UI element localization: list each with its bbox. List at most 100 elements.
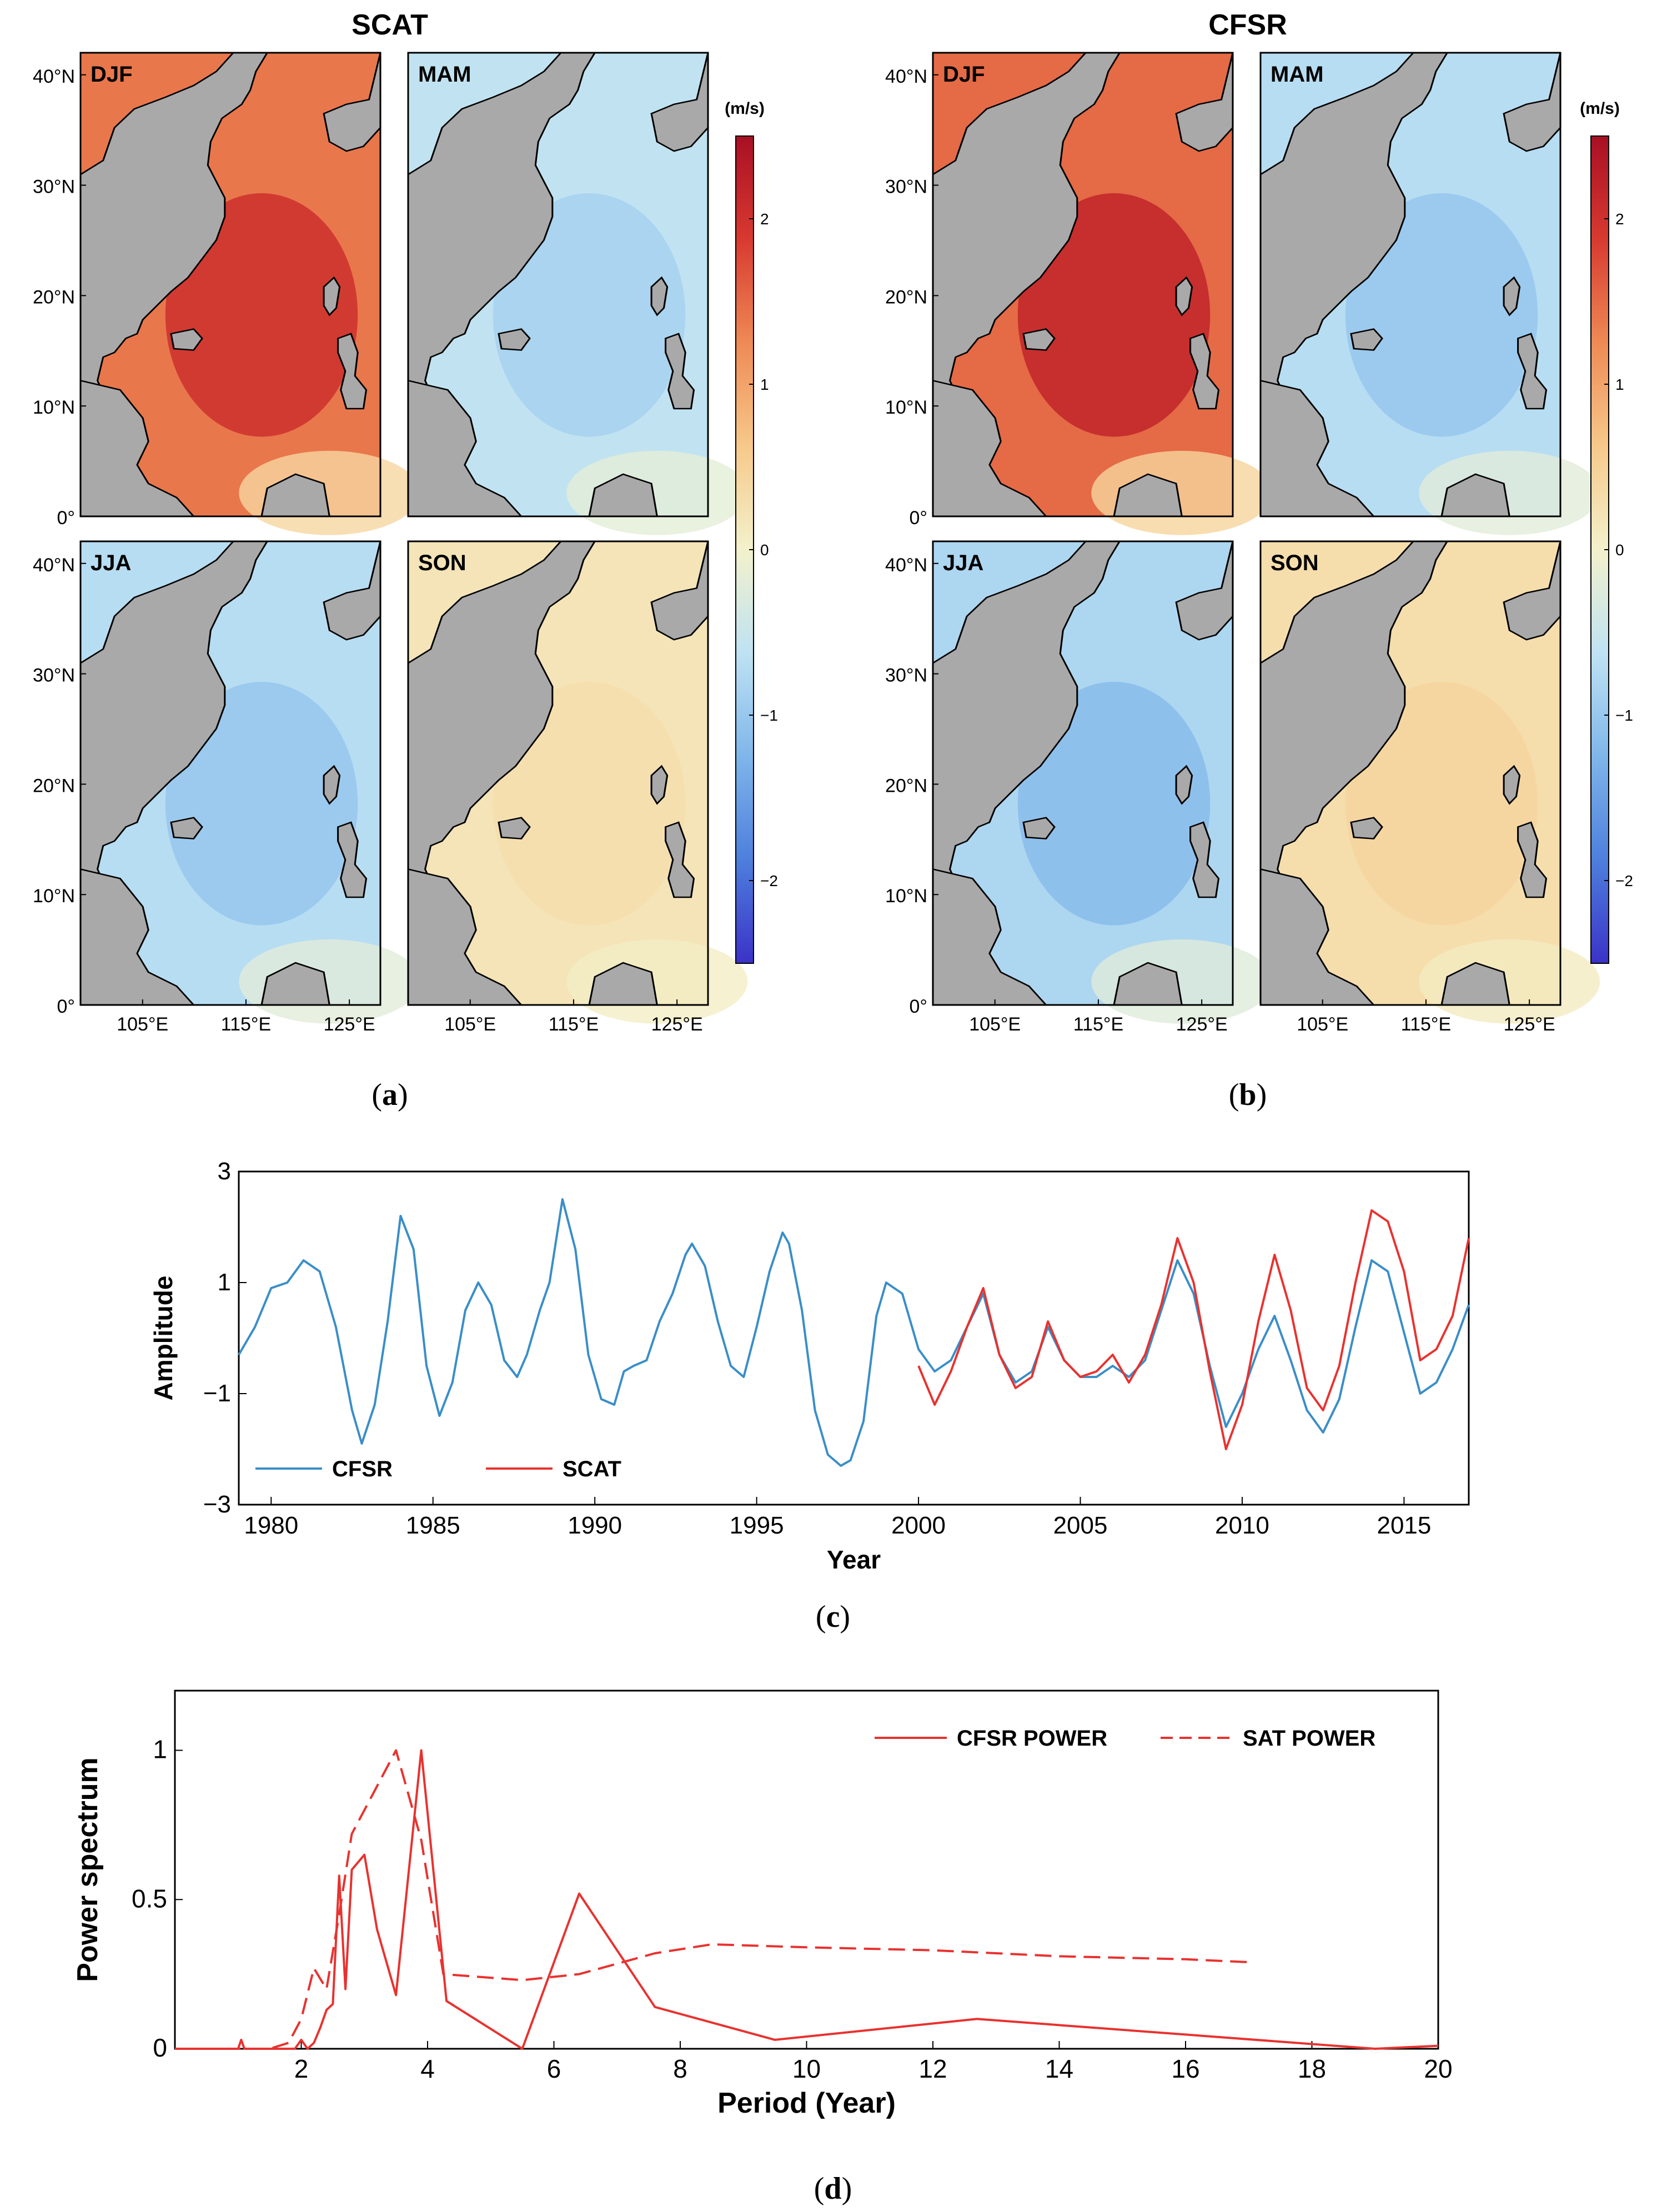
land-group — [1259, 52, 1561, 517]
x-tick-label: 2 — [294, 2054, 309, 2083]
lon-tick-label: 105°E — [1297, 1014, 1348, 1035]
y-tick-label: −3 — [203, 1491, 231, 1518]
colorbar-tick-label: 2 — [760, 210, 769, 228]
colorbar-tick-label: 2 — [1615, 210, 1624, 228]
lon-tick-label: 105°E — [117, 1014, 168, 1035]
colorbar-unit: (m/s) — [725, 99, 765, 118]
landmass-2 — [170, 328, 203, 351]
colorbar-tick-label: −1 — [760, 707, 778, 724]
landmass-1 — [1175, 765, 1193, 805]
map-frame — [79, 52, 381, 517]
lat-tick-label: 20°N — [33, 286, 75, 308]
landmass-2 — [1350, 817, 1383, 839]
lat-tick-label: 30°N — [885, 177, 927, 198]
season-label: JJA — [943, 551, 983, 575]
x-tick-label: 1985 — [406, 1512, 460, 1539]
lon-tick-label: 115°E — [1401, 1014, 1451, 1035]
land-group — [79, 540, 381, 1006]
lat-tick-label: 40°N — [885, 555, 927, 576]
lon-tick-label: 125°E — [1176, 1014, 1228, 1035]
landmass-3 — [665, 333, 695, 410]
y-tick-label: 3 — [218, 1158, 231, 1185]
power-spectrum-chart: 2 4 6 8 10 12 14 16 18 20 0 0.5 1 Period (Year) Power … — [72, 1690, 1453, 2206]
map-frame — [1259, 52, 1561, 517]
lat-tick-label: 40°N — [33, 66, 75, 87]
lat-tick-label: 20°N — [33, 775, 75, 796]
map-jja: JJA 40°N 30°N 20°N 10°N 0° 105°E 115°E 125°E — [33, 540, 420, 1035]
landmass-2 — [1022, 817, 1056, 839]
anomaly-core — [165, 682, 358, 926]
caption-letter: d — [824, 2171, 841, 2206]
x-tick-label: 20 — [1424, 2054, 1452, 2083]
landmass-5 — [260, 473, 331, 517]
lat-tick-label: 0° — [909, 996, 927, 1017]
y-tick-label: 1 — [218, 1269, 231, 1296]
map-frame — [407, 540, 709, 1006]
landmass-1 — [1503, 765, 1521, 805]
x-tick-label: 2000 — [891, 1512, 946, 1539]
panel-b-title: CFSR — [1208, 9, 1287, 41]
landmass-3 — [1517, 821, 1548, 898]
landmass-3 — [1189, 821, 1220, 898]
landmass-3 — [1189, 333, 1220, 410]
colorbar-tick-label: 1 — [760, 376, 769, 393]
colorbar-unit: (m/s) — [1580, 99, 1620, 118]
anomaly-core — [165, 193, 358, 437]
colorbar-tick-label: −1 — [1615, 707, 1633, 724]
colorbar-tick-label: −2 — [760, 872, 778, 889]
colorbar-tick-label: 0 — [760, 541, 769, 559]
legend-label: SAT POWER — [1243, 1726, 1375, 1751]
lat-tick-label: 10°N — [33, 886, 75, 907]
landmass-2 — [1022, 328, 1056, 351]
landmass-5 — [588, 473, 659, 517]
landmass-1 — [323, 276, 341, 316]
anomaly-core — [1017, 682, 1211, 926]
map-mam: MAM — [407, 52, 748, 535]
season-label: SON — [1271, 551, 1319, 575]
landmass-3 — [1517, 333, 1548, 410]
x-axis-label: Year — [827, 1545, 881, 1574]
series-line-scat — [917, 1209, 1470, 1450]
caption-d: (d) — [814, 2171, 852, 2206]
season-label: JJA — [91, 551, 131, 575]
land-group — [407, 52, 709, 517]
map-frame — [79, 540, 381, 1006]
lat-tick-label: 0° — [57, 507, 75, 529]
map-son: SON 105°E 115°E 125°E — [1259, 540, 1600, 1035]
lat-tick-label: 20°N — [885, 775, 927, 796]
lon-tick-label: 105°E — [969, 1014, 1021, 1035]
caption-letter: c — [826, 1600, 840, 1634]
lat-tick-label: 30°N — [33, 177, 75, 198]
lat-tick-label: 20°N — [885, 286, 927, 308]
caption-b: (b) — [1229, 1078, 1267, 1112]
panel-b-colorbar: (m/s) 2 1 0 −1 −2 — [1580, 99, 1633, 964]
landmass-5 — [1440, 962, 1511, 1006]
season-label: DJF — [943, 62, 985, 87]
map-son: SON 105°E 115°E 125°E — [407, 540, 748, 1035]
plot-area — [174, 1690, 1439, 2050]
landmass-1 — [650, 276, 669, 316]
land-group — [407, 540, 709, 1006]
x-tick-label: 6 — [547, 2054, 561, 2083]
anomaly-core — [493, 682, 686, 926]
season-label: MAM — [418, 62, 471, 87]
landmass-2 — [498, 817, 531, 839]
x-tick-label: 4 — [420, 2054, 435, 2083]
season-label: SON — [418, 551, 466, 575]
anomaly-core — [493, 193, 686, 437]
lat-tick-label: 0° — [57, 996, 75, 1017]
y-tick-label: 1 — [153, 1735, 167, 1764]
lon-tick-label: 115°E — [221, 1014, 271, 1035]
landmass-5 — [1113, 962, 1183, 1006]
landmass-5 — [1440, 473, 1511, 517]
lon-tick-label: 115°E — [549, 1014, 599, 1035]
x-tick-label: 1990 — [568, 1512, 622, 1539]
lon-tick-label: 125°E — [324, 1014, 375, 1035]
season-label: DJF — [91, 62, 133, 87]
x-tick-label: 14 — [1045, 2054, 1073, 2083]
x-tick-label: 8 — [673, 2054, 687, 2083]
map-frame — [932, 540, 1234, 1006]
land-group — [932, 52, 1234, 517]
legend-label: SCAT — [563, 1457, 621, 1481]
lat-tick-label: 30°N — [33, 665, 75, 686]
